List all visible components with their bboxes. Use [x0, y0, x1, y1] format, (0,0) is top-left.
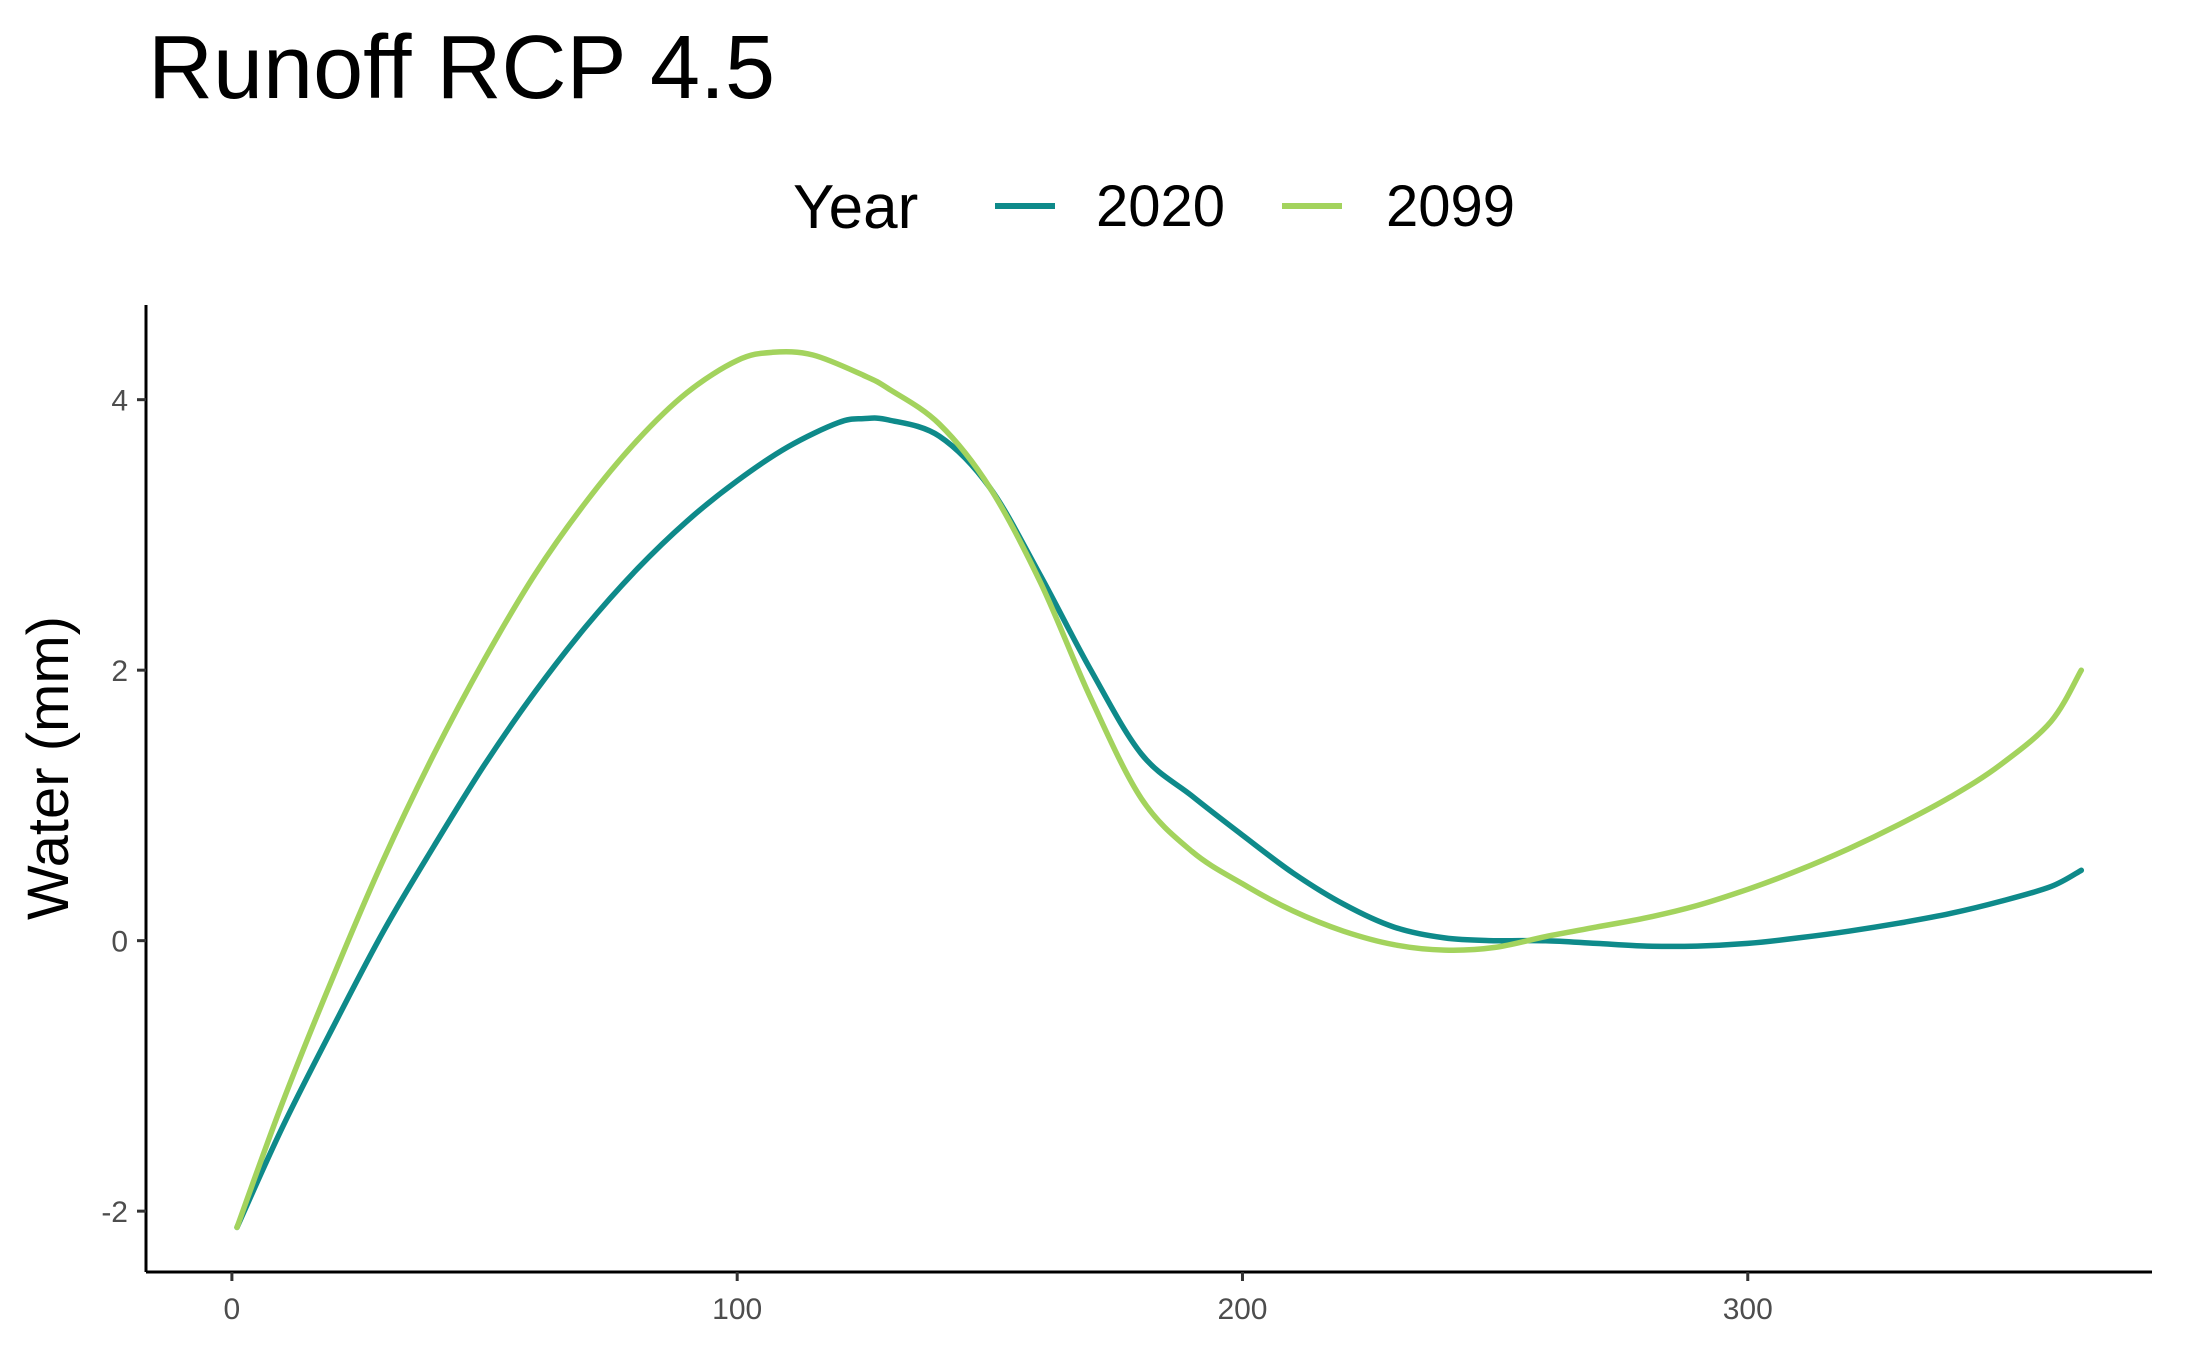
legend: Year 2020 2099	[793, 173, 1515, 242]
y-tick-label: 0	[111, 926, 128, 959]
x-tick-label: 200	[1217, 1293, 1267, 1326]
chart-title: Runoff RCP 4.5	[148, 18, 775, 118]
y-tick-label: 4	[111, 385, 128, 418]
series-lines	[234, 349, 2085, 1231]
x-axis-ticks: 0 100 200 300	[224, 1272, 1773, 1326]
series-line-2099	[234, 349, 2085, 1231]
series-line-2020	[234, 415, 2085, 1231]
y-axis-label: Water (mm)	[16, 616, 81, 920]
legend-label-2020: 2020	[1096, 174, 1225, 239]
y-axis-ticks: -2 0 2 4	[101, 385, 146, 1229]
y-tick-label: -2	[101, 1196, 128, 1229]
y-tick-label: 2	[111, 655, 128, 688]
x-tick-label: 0	[224, 1293, 241, 1326]
legend-title: Year	[793, 173, 918, 242]
x-tick-label: 100	[712, 1293, 762, 1326]
legend-label-2099: 2099	[1386, 174, 1515, 239]
x-tick-label: 300	[1723, 1293, 1773, 1326]
